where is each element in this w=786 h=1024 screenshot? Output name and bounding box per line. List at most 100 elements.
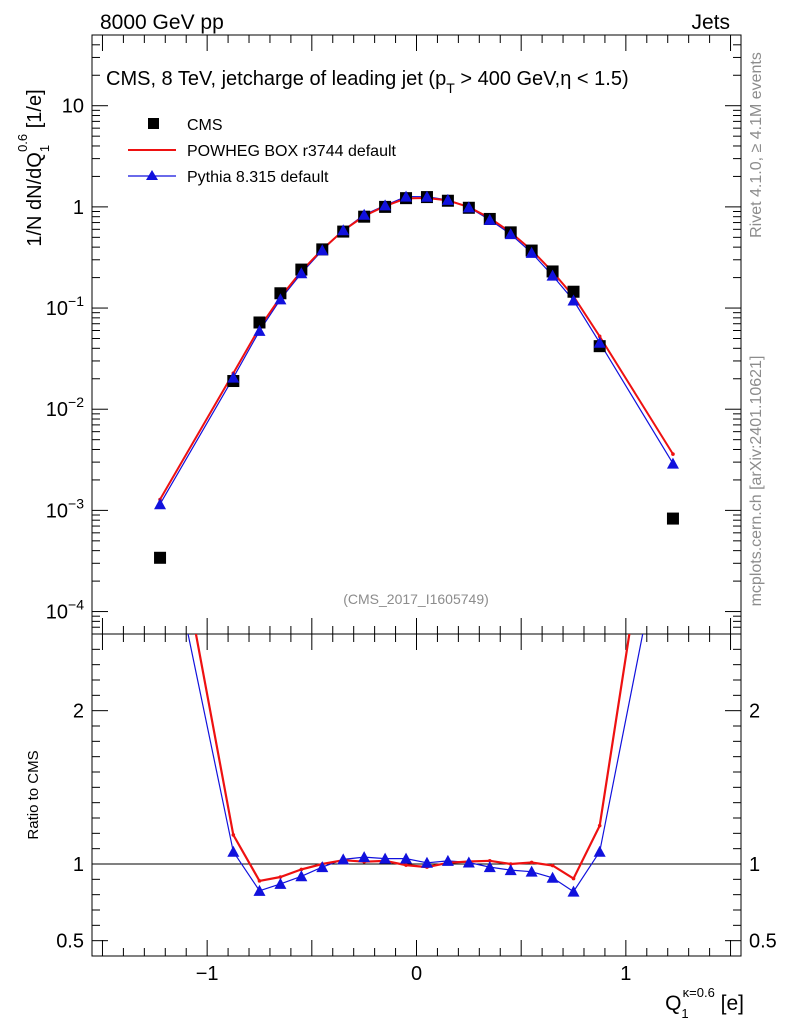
ytick-exponent: −3 (68, 495, 84, 511)
pythia-point (274, 293, 287, 305)
ratio-pythia-point (337, 853, 350, 865)
ratio-powheg-point (257, 879, 262, 883)
cms-point (274, 287, 287, 300)
ratio-axis-ticks: −1 0 1 2 2 1 1 0.5 0.5 (56, 633, 777, 985)
pythia-point (337, 224, 350, 236)
pythia-point (316, 244, 329, 256)
ytick-base: 10 (46, 399, 68, 421)
pythia-point (295, 267, 308, 279)
xlabel-sub: 1 (681, 1006, 688, 1021)
ratio-pythia-point (593, 845, 606, 857)
ratio-ytick-label: 0.5 (56, 931, 84, 953)
legend-cms-label: CMS (187, 117, 223, 134)
main-ylabel-sub: 1 (37, 145, 52, 152)
ratio-powheg-point (404, 863, 408, 867)
ratio-frame (91, 633, 742, 957)
pythia-point (666, 457, 679, 469)
legend-pythia-label: Pythia 8.315 default (187, 169, 329, 186)
main-ytick-label: 1 (73, 197, 84, 219)
ratio-pythia-point (567, 885, 580, 897)
ratio-powheg-point (487, 858, 492, 863)
ratio-powheg-point (571, 876, 576, 881)
xlabel-b: [e] (715, 992, 744, 1015)
pythia-point (358, 208, 371, 220)
rivet-version-label: Rivet 4.1.0, ≥ 4.1M events (748, 52, 765, 238)
pythia-point (227, 371, 240, 383)
ratio-panel: −1 0 1 2 2 1 1 0.5 0.5 Ratio to CMS (25, 439, 777, 985)
beam-label: 8000 GeV pp (100, 11, 224, 34)
pythia-point (154, 498, 167, 510)
ratio-pythia-point (274, 877, 287, 889)
main-ytick-label: 10 (62, 96, 84, 118)
pythia-point (483, 213, 496, 225)
main-ytick-label: 10−1 (46, 293, 84, 320)
cms-point (253, 316, 266, 329)
ratio-powheg-point (231, 833, 236, 837)
pythia-point (546, 269, 559, 281)
ratio-xtick-label: 0 (411, 963, 422, 985)
ratio-powheg-point (508, 862, 513, 866)
legend-powheg-label: POWHEG BOX r3744 default (187, 143, 397, 160)
legend-cms-marker (148, 118, 159, 129)
ratio-pythia-point (400, 852, 413, 864)
main-series (154, 190, 679, 564)
ratio-pythia-point (420, 856, 433, 868)
ratio-powheg-point (529, 860, 534, 865)
pythia-point (462, 201, 475, 213)
pythia-point (379, 199, 392, 211)
cms-point (154, 551, 167, 564)
ratio-powheg-point (597, 823, 602, 828)
pythia-point (420, 190, 433, 202)
cms-point (567, 285, 580, 298)
ytick-exponent: −2 (68, 394, 84, 410)
ratio-pythia-point (227, 845, 240, 857)
pythia-point (400, 190, 413, 202)
ratio-pythia-point (295, 870, 308, 882)
main-ylabel-sup: 0.6 (15, 134, 30, 152)
ratio-ytick-label-right: 0.5 (749, 931, 777, 953)
ratio-ytick-label: 1 (73, 854, 84, 876)
ratio-pythia-point (483, 861, 496, 873)
ratio-powheg-point (158, 439, 162, 443)
ratio-ytick-label-right: 1 (749, 854, 760, 876)
ratio-pythia-point (379, 852, 392, 864)
plot-title-rest: > 400 GeV,η < 1.5) (455, 68, 629, 90)
plot-title: CMS, 8 TeV, jetcharge of leading jet (pT… (106, 68, 629, 96)
ratio-pythia-point (667, 475, 679, 486)
pythia-point (253, 324, 266, 336)
ytick-exponent: −1 (68, 293, 84, 309)
main-ytick-label: 10−4 (46, 597, 84, 624)
ratio-pythia-point (358, 851, 371, 863)
cms-point (666, 512, 679, 525)
ratio-pythia-point (504, 864, 517, 876)
ratio-powheg-point (550, 863, 555, 868)
plot-title-sub: T (446, 80, 455, 96)
xlabel-sup: κ=0.6 (683, 985, 715, 1000)
ratio-powheg-point (278, 875, 283, 879)
ytick-base: 10 (46, 602, 68, 624)
ratio-xtick-label: −1 (196, 963, 219, 985)
ytick-base: 10 (46, 500, 68, 522)
ratio-ylabel: Ratio to CMS (25, 750, 42, 839)
ratio-xtick-label: 1 (620, 963, 631, 985)
xlabel: Q1 κ=0.6 [e] (665, 985, 744, 1021)
pythia-point (567, 294, 580, 306)
main-ylabel-b: [1/e] (24, 89, 46, 133)
ratio-powheg-line (194, 634, 631, 883)
ratio-pythia-point (441, 854, 454, 866)
ratio-powheg-point (299, 867, 304, 872)
legend-pythia-marker (146, 170, 158, 180)
ratio-ytick-label-right: 2 (749, 701, 760, 723)
xlabel-a: Q (665, 992, 681, 1015)
mcplots-label: mcplots.cern.ch [arXiv:2401.10621] (748, 356, 765, 607)
ratio-series (158, 439, 679, 897)
pythia-point (525, 246, 538, 258)
pythia-point (593, 336, 606, 348)
main-ylabel: 1/N dN/dQ1 0.6 [1/e] (15, 89, 52, 246)
powheg-point (671, 452, 675, 456)
legend: CMS POWHEG BOX r3744 default Pythia 8.31… (128, 117, 397, 186)
main-ylabel-a: 1/N dN/dQ (24, 152, 46, 246)
